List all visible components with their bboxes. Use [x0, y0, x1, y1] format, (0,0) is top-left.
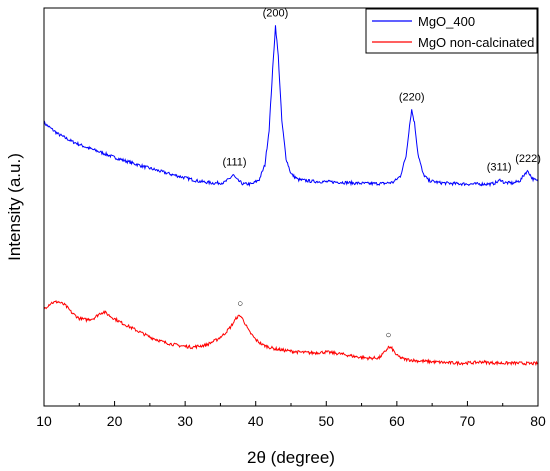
- legend-box: [365, 8, 538, 54]
- series-layer: [43, 25, 539, 367]
- x-axis-ticks: 10 20 30 40 50 60 70 80: [36, 401, 546, 429]
- legend-label-mgo-non-calcinated: MgO non-calcinated: [418, 35, 534, 50]
- peak-label: (200): [263, 8, 289, 20]
- series-line-mgo-400: [43, 25, 539, 188]
- x-tick-label: 80: [530, 413, 546, 429]
- legend: MgO_400 MgO non-calcinated: [365, 8, 538, 54]
- x-tick-label: 60: [389, 413, 405, 429]
- series-line-mgo-non-calcinated: [43, 300, 539, 367]
- peak-label: (311): [487, 162, 512, 174]
- peak-label: (220): [399, 92, 425, 104]
- plot-frame: [43, 7, 539, 407]
- legend-label-mgo-400: MgO_400: [418, 14, 475, 29]
- peak-label: (111): [223, 157, 247, 169]
- x-tick-label: 10: [36, 413, 52, 429]
- peak-marker: ○: [385, 330, 391, 341]
- x-tick-label: 70: [460, 413, 476, 429]
- x-axis-label: 2θ (degree): [247, 448, 335, 467]
- x-tick-label: 40: [248, 413, 264, 429]
- peak-marker: ○: [237, 298, 243, 309]
- x-tick-label: 20: [107, 413, 123, 429]
- peak-label: (222): [515, 153, 541, 165]
- annotation-layer: (111) (200) (220) (311)(222) ○ ○: [223, 8, 541, 341]
- y-axis-label: Intensity (a.u.): [5, 153, 24, 261]
- x-tick-label: 30: [177, 413, 193, 429]
- x-tick-label: 50: [318, 413, 334, 429]
